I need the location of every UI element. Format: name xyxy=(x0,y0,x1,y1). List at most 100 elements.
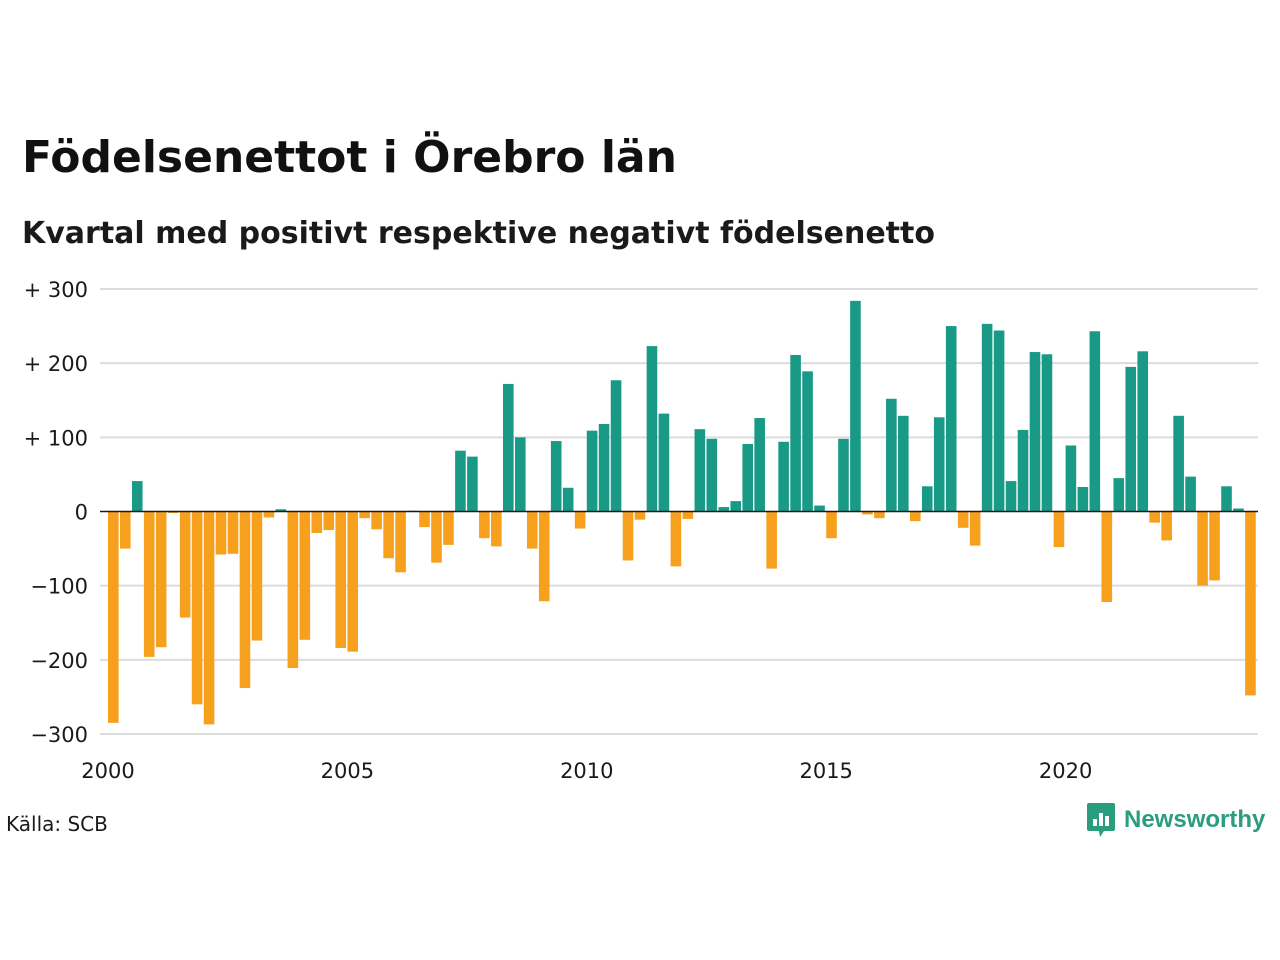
bar xyxy=(514,437,526,512)
bar xyxy=(574,511,586,529)
bar xyxy=(347,511,358,652)
bar xyxy=(179,511,191,618)
bar xyxy=(634,511,646,520)
bar xyxy=(933,417,945,512)
bar xyxy=(491,511,502,547)
bar xyxy=(227,511,239,554)
chart-subtitle: Kvartal med positivt respektive negativt… xyxy=(22,216,935,251)
bar xyxy=(850,300,861,512)
x-tick-label: 2020 xyxy=(1039,759,1092,780)
bar xyxy=(957,511,969,528)
bar xyxy=(610,380,622,512)
bar xyxy=(646,346,658,512)
brand-name: Newsworthy xyxy=(1124,806,1266,833)
bar xyxy=(1125,366,1137,512)
bar xyxy=(550,441,562,512)
brand-logo: Newsworthy xyxy=(1086,802,1265,838)
bar xyxy=(790,355,801,512)
bar xyxy=(1245,511,1256,696)
bar xyxy=(1005,481,1017,512)
bar xyxy=(826,511,837,539)
bar xyxy=(275,509,287,512)
bar xyxy=(1077,487,1089,512)
bar xyxy=(1053,511,1065,548)
bar xyxy=(203,511,215,725)
bar xyxy=(909,511,921,522)
bar xyxy=(1113,478,1125,512)
bar xyxy=(191,511,203,705)
bar xyxy=(263,511,275,518)
y-axis-labels: + 300 + 200 + 100 0 −100 −200 −300 xyxy=(24,278,88,747)
x-axis-labels: 2000 2005 2010 2015 2020 xyxy=(81,759,1092,780)
bar xyxy=(1221,486,1232,512)
bar xyxy=(921,486,933,512)
bar xyxy=(143,511,155,657)
bar xyxy=(694,429,706,512)
bar xyxy=(311,511,323,534)
bar xyxy=(874,511,885,519)
bar xyxy=(586,430,598,512)
bar xyxy=(1041,354,1053,512)
bar xyxy=(287,511,299,668)
y-tick-label: −300 xyxy=(30,723,88,747)
bar xyxy=(945,326,957,512)
bar xyxy=(742,444,754,512)
bar xyxy=(119,511,131,549)
bar xyxy=(1161,511,1172,541)
bar xyxy=(1137,351,1149,512)
bar xyxy=(718,507,730,512)
bar xyxy=(323,511,335,531)
bar xyxy=(1149,511,1160,523)
bar xyxy=(622,511,634,561)
bar xyxy=(1101,511,1113,602)
x-tick-label: 2010 xyxy=(560,759,613,780)
bar xyxy=(1185,476,1196,512)
bar xyxy=(1233,508,1244,512)
bar xyxy=(658,413,670,512)
bar xyxy=(838,438,849,512)
bar xyxy=(155,511,167,648)
y-tick-label: + 100 xyxy=(24,426,88,450)
bar xyxy=(419,511,430,528)
y-tick-label: 0 xyxy=(75,501,88,525)
bar xyxy=(526,511,538,549)
bar xyxy=(395,511,406,573)
bar-chart: + 300 + 200 + 100 0 −100 −200 −300 2000 2005 201… xyxy=(24,278,1258,780)
bar xyxy=(131,481,143,512)
bar xyxy=(778,441,789,512)
x-tick-label: 2000 xyxy=(81,759,134,780)
bar xyxy=(371,511,382,530)
bar xyxy=(562,487,574,512)
bar xyxy=(730,501,742,512)
y-tick-label: −100 xyxy=(30,575,88,599)
bar xyxy=(215,511,227,555)
bar xyxy=(706,438,718,512)
bar xyxy=(898,415,909,512)
bar xyxy=(299,511,311,640)
bar xyxy=(682,511,694,519)
bar xyxy=(431,511,442,563)
bar xyxy=(766,511,777,569)
bar xyxy=(383,511,394,559)
y-tick-label: −200 xyxy=(30,649,88,673)
bar xyxy=(1029,352,1041,512)
bar xyxy=(443,511,454,545)
bar xyxy=(455,450,466,512)
bar xyxy=(251,511,263,641)
chart-title: Födelsenettot i Örebro län xyxy=(22,132,677,183)
bar xyxy=(335,511,347,648)
bar xyxy=(503,383,514,512)
bar xyxy=(670,511,682,567)
bar xyxy=(969,511,981,546)
bar xyxy=(802,371,813,512)
bar xyxy=(1197,511,1208,586)
bar xyxy=(467,456,478,512)
bar xyxy=(108,511,119,723)
bar xyxy=(538,511,550,602)
bars xyxy=(108,300,1256,725)
bar xyxy=(1065,445,1077,512)
bar xyxy=(862,511,873,515)
y-tick-label: + 200 xyxy=(24,352,88,376)
x-tick-label: 2005 xyxy=(321,759,374,780)
bar xyxy=(754,418,765,512)
